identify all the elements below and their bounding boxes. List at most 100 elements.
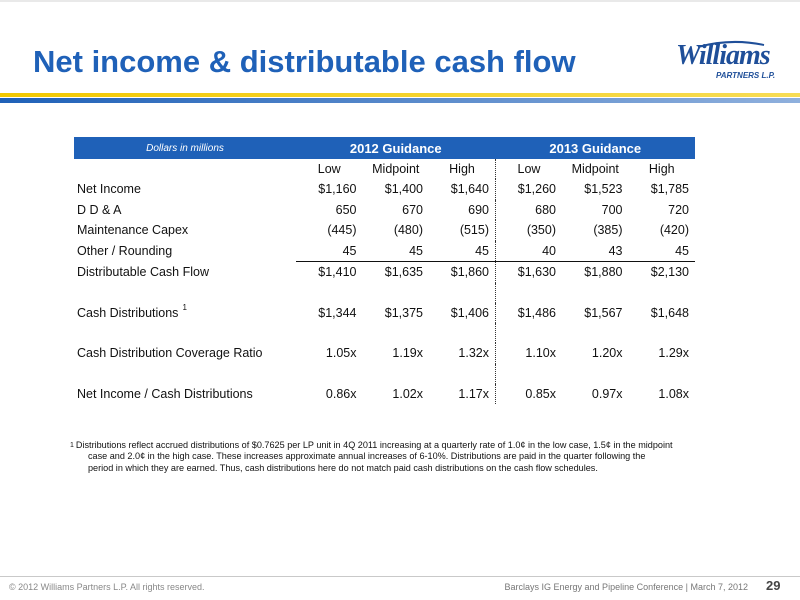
- spacer-cell: [74, 283, 296, 303]
- copyright-text: © 2012 Williams Partners L.P. All rights…: [9, 582, 205, 592]
- table-subheader-row: Low Midpoint High Low Midpoint High: [74, 159, 695, 179]
- page-number: 29: [766, 578, 781, 593]
- spacer-cell: [296, 323, 363, 343]
- table-cell: (515): [429, 220, 496, 241]
- row-label: Net Income: [77, 182, 141, 197]
- table-cell: $1,635: [362, 261, 429, 283]
- spacer-cell: [562, 283, 629, 303]
- table-cell: $1,486: [517, 305, 556, 320]
- table-row-other-rounding: Other / Rounding 45 45 45 40 43 45: [74, 240, 695, 262]
- table-cell: 700: [601, 202, 623, 217]
- footnote-line-2: case and 2.0¢ in the high case. These in…: [88, 451, 646, 462]
- footnote-ref: 1: [182, 302, 187, 312]
- conference-text: Barclays IG Energy and Pipeline Conferen…: [504, 582, 748, 592]
- table-cell: 1.17x: [429, 383, 496, 404]
- table-cell: $1,630: [495, 261, 562, 283]
- table-row-coverage-ratio: Cash Distribution Coverage Ratio 1.05x 1…: [74, 343, 695, 364]
- table-row-distributable-cash-flow: Distributable Cash Flow $1,410 $1,635 $1…: [74, 261, 695, 283]
- spacer-cell: [296, 283, 363, 303]
- table-row-cash-distributions: Cash Distributions 1 $1,344 $1,375 $1,406…: [74, 302, 695, 324]
- table-header-band: Dollars in millions 2012 Guidance 2013 G…: [74, 137, 695, 159]
- table-cell: $1,860: [429, 261, 496, 283]
- table-cell: (480): [393, 223, 423, 238]
- table-cell: 670: [402, 202, 423, 217]
- group-header-2013: 2013 Guidance: [495, 137, 695, 159]
- row-label: Distributable Cash Flow: [77, 265, 209, 279]
- subheader-2012-low: Low: [317, 162, 341, 176]
- row-label: Other / Rounding: [77, 244, 173, 258]
- williams-logo: Williams PARTNERS L.P.: [676, 40, 786, 90]
- table-cell: 0.86x: [325, 386, 357, 401]
- spacer-cell: [429, 282, 496, 303]
- table-cell: 45: [675, 243, 689, 258]
- table-cell: 43: [608, 243, 623, 258]
- table-cell: 1.08x: [658, 386, 689, 401]
- table-cell: 0.97x: [591, 386, 623, 401]
- header-stripe-band: [0, 93, 800, 103]
- table-row-net-income-per-distributions: Net Income / Cash Distributions 0.86x 1.…: [74, 383, 695, 404]
- table-cell: (445): [327, 223, 357, 238]
- spacer-cell: [496, 283, 563, 303]
- subheader-2013-midpoint: Midpoint: [571, 162, 619, 176]
- footnote-line-3: period in which they are earned. Thus, c…: [88, 462, 598, 473]
- table-row-net-income: Net Income $1,160 $1,400 $1,640 $1,260 $…: [74, 179, 695, 200]
- logo-tagline: PARTNERS L.P.: [716, 71, 776, 80]
- table-cell: $1,375: [384, 305, 423, 320]
- table-cell: 1.10x: [525, 346, 556, 361]
- table-cell: 45: [409, 243, 423, 258]
- spacer-cell: [562, 364, 629, 384]
- table-cell: $1,400: [384, 182, 423, 197]
- table-cell: $2,130: [628, 261, 695, 283]
- table-cell: $1,344: [318, 305, 357, 320]
- row-label-text: Cash Distributions: [77, 305, 179, 320]
- table-cell: $1,567: [584, 305, 623, 320]
- row-label: D D & A: [77, 202, 122, 217]
- row-label: Maintenance Capex: [77, 223, 189, 238]
- table-cell: $1,648: [650, 305, 689, 320]
- spacer-cell: [429, 363, 496, 384]
- spacer-cell: [629, 323, 696, 343]
- table-cell: 0.85x: [525, 386, 556, 401]
- table-cell: 690: [429, 199, 496, 220]
- table-cell: (420): [659, 223, 689, 238]
- spacer-cell: [363, 283, 430, 303]
- table-cell: $1,785: [650, 182, 689, 197]
- spacer-cell: [296, 364, 363, 384]
- spacer-cell: [496, 364, 563, 384]
- table-cell: 45: [429, 240, 496, 262]
- group-header-2012: 2012 Guidance: [296, 137, 496, 159]
- spacer-cell: [363, 364, 430, 384]
- spacer-cell: [629, 283, 696, 303]
- footnote: 1 Distributions reflect accrued distribut…: [70, 440, 720, 474]
- table-row-dda: D D & A 650 670 690 680 700 720: [74, 199, 695, 220]
- spacer-cell: [363, 323, 430, 343]
- table-cell: 45: [342, 243, 357, 258]
- table-cell: $1,260: [517, 182, 556, 197]
- table-cell: (385): [593, 223, 623, 238]
- table-cell: 1.05x: [325, 346, 357, 361]
- table-cell: 1.29x: [658, 346, 689, 361]
- table-cell: (350): [526, 223, 556, 238]
- table-cell: 720: [668, 202, 689, 217]
- row-label: Cash Distributions 1: [74, 303, 296, 324]
- guidance-table-container: Dollars in millions 2012 Guidance 2013 G…: [74, 137, 695, 404]
- slide-title: Net income & distributable cash flow: [33, 44, 576, 79]
- table-cell: $1,406: [429, 302, 496, 323]
- table-spacer-row: [74, 323, 695, 343]
- subheader-blank: [74, 159, 296, 179]
- top-frame-line: [0, 0, 800, 2]
- table-cell: 1.19x: [392, 346, 423, 361]
- footer-divider: [0, 576, 800, 577]
- table-cell: $1,880: [562, 261, 629, 283]
- footnote-mark: 1: [70, 442, 74, 449]
- logo-wordmark: Williams: [676, 40, 771, 71]
- logo-swoosh-icon: [697, 40, 765, 48]
- table-cell: 650: [335, 202, 357, 217]
- subheader-2012-midpoint: Midpoint: [372, 162, 420, 176]
- table-cell: 1.32x: [429, 343, 496, 364]
- table-cell: $1,160: [318, 182, 357, 197]
- units-label: Dollars in millions: [74, 137, 296, 159]
- spacer-cell: [496, 323, 563, 343]
- footnote-line-1: Distributions reflect accrued distributi…: [75, 440, 673, 450]
- table-spacer-row: [74, 282, 696, 303]
